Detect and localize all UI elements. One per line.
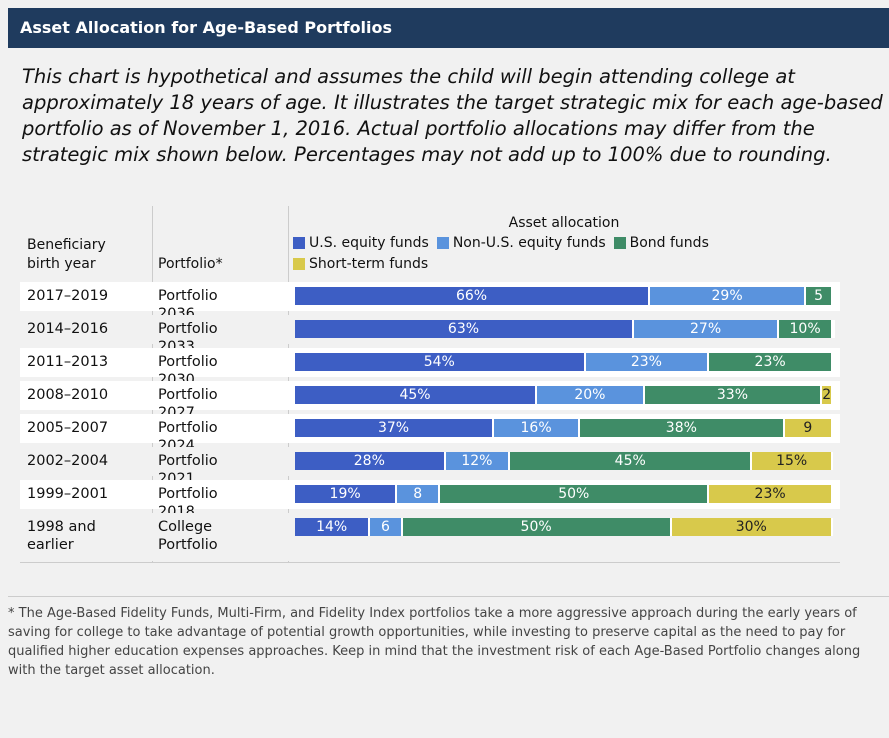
legend-item: Non-U.S. equity funds	[436, 233, 606, 253]
bar-segment	[833, 353, 835, 371]
bar-segment: 37%	[295, 419, 495, 437]
bar-segment: 23%	[709, 485, 833, 503]
birth-year: 2014–2016	[27, 321, 109, 337]
bar-segment: 23%	[585, 353, 710, 371]
birth-year: 2011–2013	[27, 354, 109, 370]
birth-year: 1998 and earlier	[27, 519, 96, 553]
legend-item: Bond funds	[613, 233, 709, 253]
bar-segment: 15%	[752, 452, 833, 470]
bar-segment: 29%	[650, 287, 807, 305]
intro-text: This chart is hypothetical and assumes t…	[22, 65, 883, 166]
birth-year: 2008–2010	[27, 387, 109, 403]
legend-title: Asset allocation	[508, 215, 620, 231]
legend-swatch	[436, 237, 449, 249]
legend-item: U.S. equity funds	[293, 233, 429, 253]
bar-segment: 50%	[402, 518, 672, 536]
separator	[20, 562, 840, 563]
bar-segment: 12%	[445, 452, 511, 470]
bar-segment	[833, 287, 835, 305]
bar-segment: 20%	[537, 386, 645, 404]
bar-segment: 45%	[510, 452, 753, 470]
legend-item: Short-term funds	[293, 254, 428, 274]
footnote: * The Age-Based Fidelity Funds, Multi-Fi…	[8, 606, 861, 678]
bar-segment: 27%	[633, 320, 780, 338]
bar-segment: 30%	[671, 518, 833, 536]
legend-label: Bond funds	[629, 235, 709, 251]
legend-label: Non-U.S. equity funds	[452, 235, 606, 251]
separator	[8, 596, 889, 597]
birth-year: 2002–2004	[27, 453, 109, 469]
bar-segment: 66%	[295, 287, 651, 305]
portfolio-name: College Portfolio	[158, 519, 218, 553]
column-header: Beneficiary birth year	[27, 237, 106, 272]
bar-segment: 2	[822, 386, 833, 404]
bar-segment: 19%	[295, 485, 398, 503]
bar-segment: 54%	[295, 353, 586, 371]
header-title: Asset Allocation for Age-Based Portfolio…	[8, 8, 889, 48]
bar-segment: 23%	[709, 353, 833, 371]
bar-segment: 28%	[295, 452, 446, 470]
legend: U.S. equity funds Non-U.S. equity funds Bo…	[293, 233, 823, 275]
bar-segment: 33%	[644, 386, 823, 404]
column-header: Portfolio*	[158, 256, 223, 272]
bar-segment: 45%	[295, 386, 538, 404]
legend-swatch	[293, 237, 305, 249]
birth-year: 2005–2007	[27, 420, 109, 436]
bar-segment: 10%	[779, 320, 833, 338]
bar-segment: 5	[806, 287, 833, 305]
legend-swatch	[293, 258, 305, 270]
bar-segment: 14%	[295, 518, 371, 536]
legend-swatch	[613, 237, 626, 249]
bar-segment: 50%	[440, 485, 710, 503]
legend-label: U.S. equity funds	[309, 235, 429, 251]
birth-year: 1999–2001	[27, 486, 109, 502]
bar-segment: 9	[784, 419, 833, 437]
birth-year: 2017–2019	[27, 288, 109, 304]
bar-segment: 63%	[295, 320, 634, 338]
bar-segment: 8	[397, 485, 441, 503]
bar-segment	[833, 320, 835, 338]
legend-label: Short-term funds	[309, 256, 429, 272]
bar-segment: 6	[370, 518, 403, 536]
bar-segment: 16%	[494, 419, 581, 437]
bar-segment: 38%	[580, 419, 785, 437]
